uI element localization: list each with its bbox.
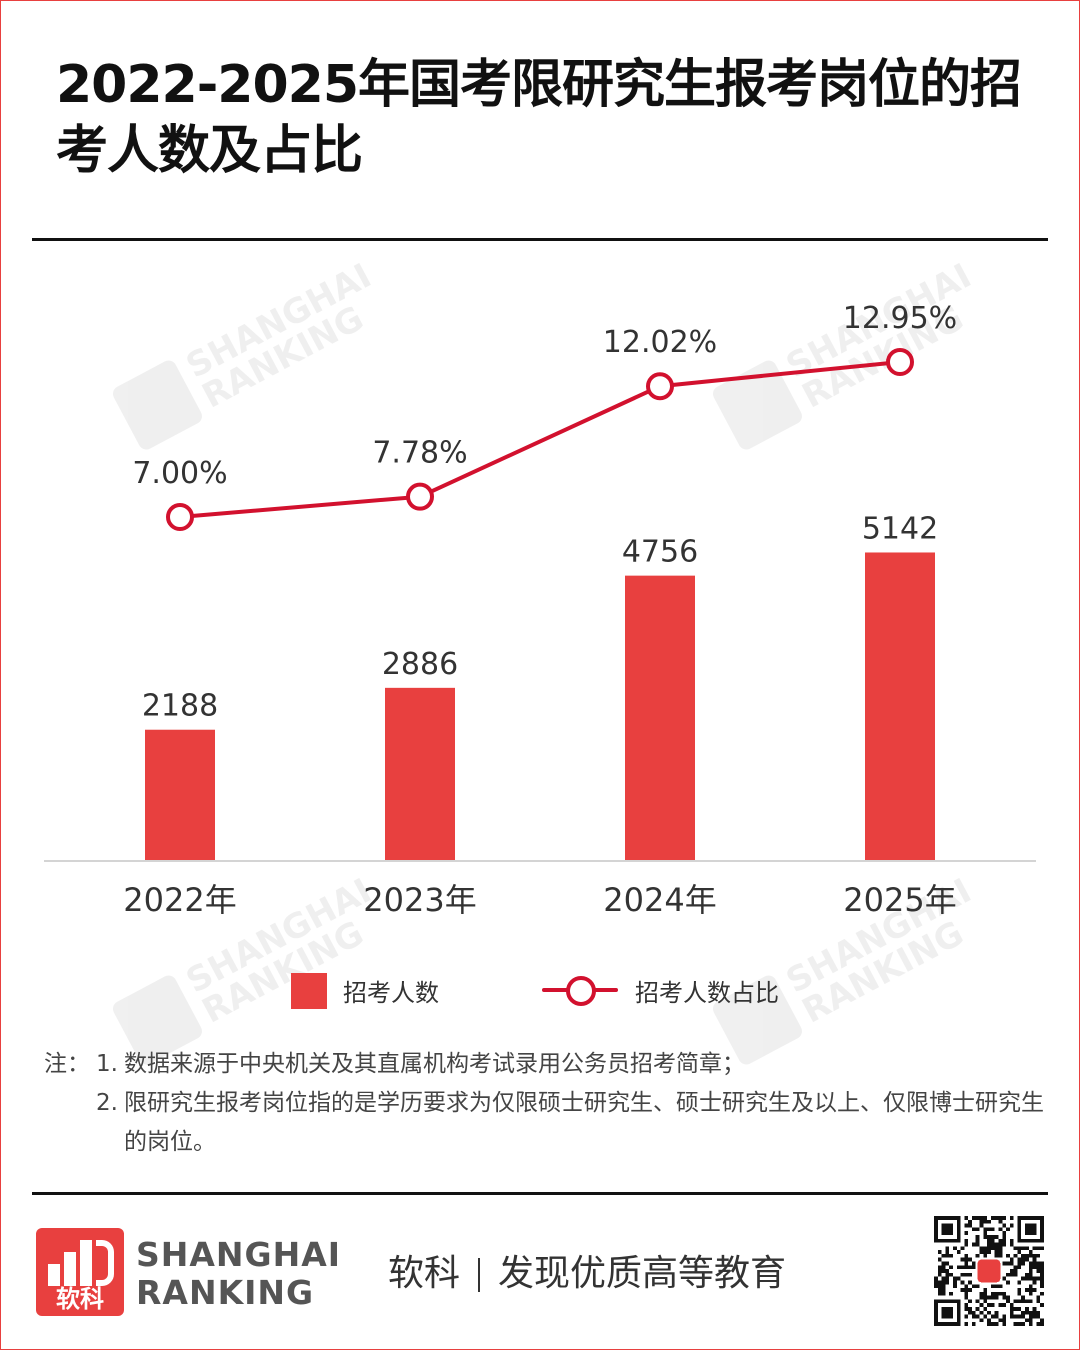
bar-value-label: 2886 — [382, 647, 458, 682]
legend-bar-swatch — [291, 973, 327, 1009]
rate-point — [166, 503, 194, 531]
slogan: 软科 发现优质高等教育 — [388, 1252, 786, 1296]
note-number: 2. — [96, 1090, 118, 1116]
notes-prefix: 注： — [44, 1051, 90, 1077]
legend-line-marker — [566, 976, 596, 1006]
slogan-separator — [478, 1258, 481, 1292]
shanghai-ranking-logo-icon: 软科 — [36, 1228, 124, 1316]
note-item: 1. 数据来源于中央机关及其直属机构考试录用公务员招考简章； — [96, 1045, 1044, 1084]
legend-bar-label: 招考人数 — [343, 979, 439, 1007]
x-tick-label: 2023年 — [363, 881, 476, 919]
rate-value-label: 12.95% — [843, 301, 957, 336]
rate-point — [886, 348, 914, 376]
x-tick-label: 2022年 — [123, 881, 236, 919]
slogan-text: 发现优质高等教育 — [498, 1253, 787, 1294]
legend: 招考人数 招考人数占比 — [0, 965, 1080, 1015]
bar-value-label: 2188 — [142, 689, 218, 724]
x-tick-label: 2024年 — [603, 881, 716, 919]
note-text: 数据来源于中央机关及其直属机构考试录用公务员招考简章； — [124, 1051, 745, 1077]
combo-chart: 2188 2886 4756 5142 2022年 2023年 2024年 2025年 7.… — [44, 301, 1036, 919]
brand-line2: RANKING — [136, 1273, 315, 1312]
note-number: 1. — [96, 1051, 118, 1077]
note-item: 2. 限研究生报考岗位指的是学历要求为仅限硕士研究生、硕士研究生及以上、仅限博士… — [96, 1084, 1044, 1162]
title-divider — [32, 238, 1048, 241]
note-text: 限研究生报考岗位指的是学历要求为仅限硕士研究生、硕士研究生及以上、仅限博士研究生… — [124, 1090, 1044, 1155]
bar — [385, 687, 455, 861]
slogan-brand: 软科 — [388, 1253, 461, 1294]
rate-value-label: 12.02% — [603, 325, 717, 360]
bar-value-label: 5142 — [862, 511, 938, 546]
bar — [145, 729, 215, 861]
qr-code-icon[interactable] — [934, 1216, 1044, 1326]
footer: 软科 SHANGHAI RANKING 软科 发现优质高等教育 — [0, 1210, 1080, 1330]
x-tick-label: 2025年 — [843, 881, 956, 919]
brand-line1: SHANGHAI — [136, 1235, 342, 1274]
notes: 注： 1. 数据来源于中央机关及其直属机构考试录用公务员招考简章； 2. 限研究… — [44, 1045, 1044, 1162]
bar — [625, 575, 695, 861]
footer-divider — [32, 1192, 1048, 1195]
logo-cn-text: 软科 — [56, 1285, 104, 1313]
rate-value-label: 7.00% — [132, 456, 227, 491]
brand-name: SHANGHAI RANKING — [136, 1236, 341, 1312]
page-title: 2022-2025年国考限研究生报考岗位的招考人数及占比 — [56, 55, 1022, 181]
rate-line — [179, 360, 901, 519]
rate-point — [646, 372, 674, 401]
bar — [865, 552, 935, 861]
rate-value-label: 7.78% — [372, 436, 467, 471]
rate-point — [406, 482, 434, 511]
legend-line-label: 招考人数占比 — [635, 979, 779, 1007]
bar-value-label: 4756 — [622, 535, 698, 570]
notes-body: 注： 1. 数据来源于中央机关及其直属机构考试录用公务员招考简章； 2. 限研究… — [44, 1045, 1044, 1162]
